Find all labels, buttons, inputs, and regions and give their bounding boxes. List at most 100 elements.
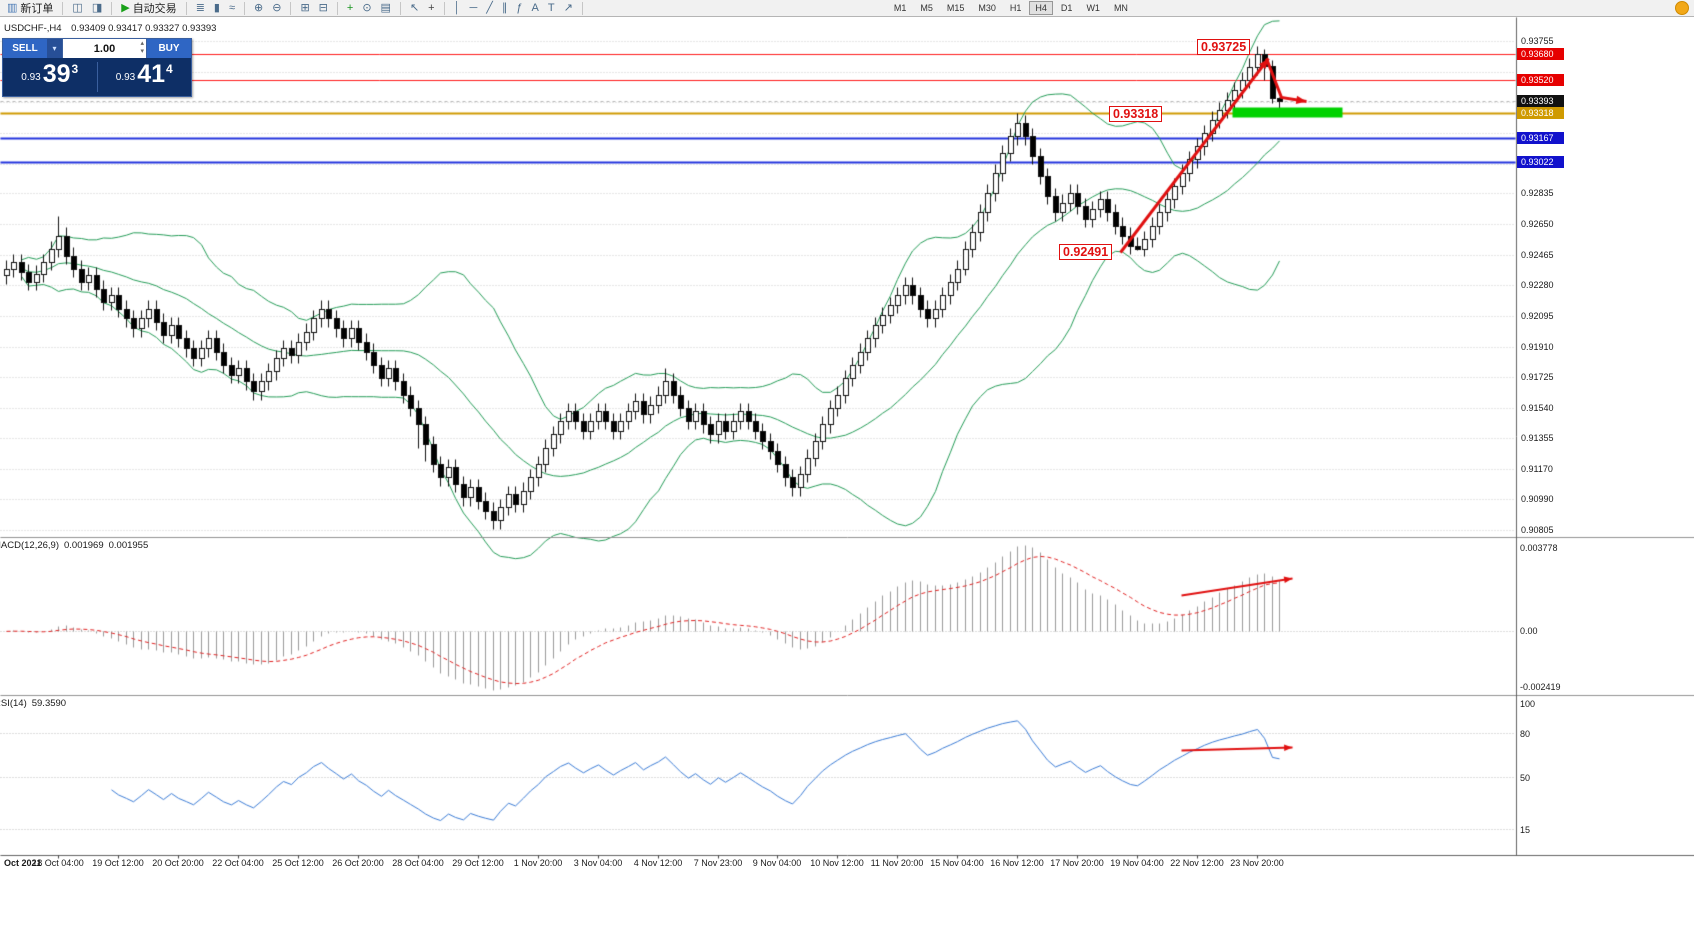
crosshair-icon: + [428,1,435,14]
fibonacci-tool-icon: ƒ [516,1,523,14]
candlestick-mode-button[interactable]: ▮ [210,1,224,16]
new-order-label: 新订单 [20,3,54,15]
timeframe-d1[interactable]: D1 [1055,1,1079,15]
volume-spinner[interactable]: ▴ ▾ [140,40,144,56]
time-axis-label: 15 Nov 04:00 [930,858,984,868]
tile-windows-button[interactable]: ⊞ [296,1,313,16]
buy-price-base: 0.93 [115,72,136,83]
trendline-tool-button[interactable]: ╱ [482,1,497,16]
sell-price[interactable]: 0.93 39 3 [3,60,97,90]
new-order-button[interactable]: ▥ 新订单 [3,1,57,16]
auto-trading-label: 自动交易 [132,3,177,15]
label-tool-icon: T [547,1,555,14]
time-axis-label: 19 Nov 04:00 [1110,858,1164,868]
timeframe-mn[interactable]: MN [1108,1,1134,15]
zoom-in-button[interactable]: ⊕ [250,1,267,16]
periods-button[interactable]: ⊙ [358,1,375,16]
timeframe-m1[interactable]: M1 [888,1,913,15]
timeframe-w1[interactable]: W1 [1080,1,1106,15]
chevron-down-icon: ▾ [52,43,57,53]
toolbar-separator [443,1,445,15]
time-axis-label: 23 Nov 20:00 [1230,858,1284,868]
timeframe-h4[interactable]: H4 [1029,1,1053,15]
vertical-line-tool-button[interactable]: │ [450,1,465,16]
channel-tool-icon: ∥ [501,1,508,14]
price-tick: 0.90805 [1521,525,1554,535]
buy-button[interactable]: BUY [147,39,191,58]
trade-panel-controls: SELL ▾ 1.00 ▴ ▾ BUY [3,39,191,58]
buy-price[interactable]: 0.93 41 4 [98,60,192,90]
charts-list-button[interactable]: ◨ [88,1,106,16]
label-tool-button[interactable]: T [544,1,559,16]
cascade-windows-button[interactable]: ⊟ [315,1,332,16]
community-button[interactable] [1675,1,1689,15]
rsi-indicator-header: RSI(14) 59.3590 [0,698,71,709]
cursor-button[interactable]: ↖ [406,1,423,16]
chart-ohlc-values: 0.93409 0.93417 0.93327 0.93393 [71,23,217,34]
timeframe-m15[interactable]: M15 [941,1,971,15]
time-axis-month-label: Oct 2021 [4,858,42,868]
cascade-windows-icon: ⊟ [318,1,328,14]
time-axis-label: 1 Nov 20:00 [513,858,563,868]
horizontal-line-tool-button[interactable]: ─ [465,1,481,16]
sell-button[interactable]: SELL [3,39,47,58]
crosshair-button[interactable]: + [424,1,438,16]
tile-windows-icon: ⊞ [300,1,310,14]
arrows-tool-icon: ↗ [563,1,573,14]
rsi-axis-label: 80 [1520,729,1531,739]
price-tick: 0.91540 [1521,403,1554,413]
spinner-down-icon[interactable]: ▾ [140,48,144,55]
buy-price-big: 41 [137,60,166,88]
sell-price-big: 39 [42,60,71,88]
rsi-value: 59.3590 [31,698,67,709]
time-axis-label: 25 Oct 12:00 [272,858,324,868]
time-axis-label: 29 Oct 12:00 [452,858,504,868]
chart-title: USDCHF-,H4 0.93409 0.93417 0.93327 0.933… [4,23,216,34]
toolbar-separator [111,1,113,15]
templates-icon: ▤ [380,1,391,14]
time-axis-label: 18 Oct 04:00 [32,858,84,868]
timeframe-m30[interactable]: M30 [972,1,1002,15]
indicators-add-button[interactable]: + [343,1,357,16]
timeframe-h1[interactable]: H1 [1004,1,1028,15]
bar-chart-mode-button[interactable]: ≣ [192,1,209,16]
timeframe-m5[interactable]: M5 [914,1,939,15]
zoom-out-icon: ⊖ [272,1,282,14]
vertical-line-tool-icon: │ [453,1,461,14]
macd-name: MACD(12,26,9) [0,540,59,551]
time-axis-label: 10 Nov 12:00 [810,858,864,868]
fibonacci-tool-button[interactable]: ƒ [512,1,526,16]
line-chart-mode-button[interactable]: ≈ [225,1,239,16]
rsi-axis-label: 15 [1520,825,1531,835]
text-tool-button[interactable]: A [528,1,543,16]
price-tick: 0.91355 [1521,433,1554,443]
channel-tool-button[interactable]: ∥ [498,1,512,16]
buy-price-pipette: 4 [166,62,173,76]
price-tag: 0.93022 [1517,156,1564,168]
macd-axis-label: 0.00 [1520,626,1538,636]
one-click-trading-panel: SELL ▾ 1.00 ▴ ▾ BUY 0.93 39 3 0.93 41 4 [2,38,192,97]
price-tick: 0.92095 [1521,311,1554,321]
spinner-up-icon[interactable]: ▴ [140,40,144,47]
volume-input[interactable]: 1.00 ▴ ▾ [62,39,147,58]
templates-button[interactable]: ▤ [377,1,395,16]
charts-list-icon: ◨ [91,1,103,14]
price-tick: 0.93755 [1521,36,1554,46]
time-axis-label: 17 Nov 20:00 [1050,858,1104,868]
periods-icon: ⊙ [362,1,372,14]
auto-trading-button[interactable]: ▶ 自动交易 [117,1,180,16]
time-axis-label: 22 Nov 12:00 [1170,858,1224,868]
toolbar-separator [336,1,338,15]
arrows-tool-button[interactable]: ↗ [560,1,577,16]
sell-price-base: 0.93 [21,72,41,83]
chart-symbol-period: USDCHF-,H4 [4,23,62,34]
order-type-dropdown[interactable]: ▾ [47,39,62,58]
toolbar-separator [62,1,64,15]
zoom-in-icon: ⊕ [254,1,264,14]
price-annotation: 0.93318 [1109,106,1163,122]
time-axis-label: 11 Nov 20:00 [870,858,924,868]
zoom-out-button[interactable]: ⊖ [268,1,285,16]
price-tick: 0.90990 [1521,494,1554,504]
profiles-button[interactable]: ◫ [68,1,86,16]
